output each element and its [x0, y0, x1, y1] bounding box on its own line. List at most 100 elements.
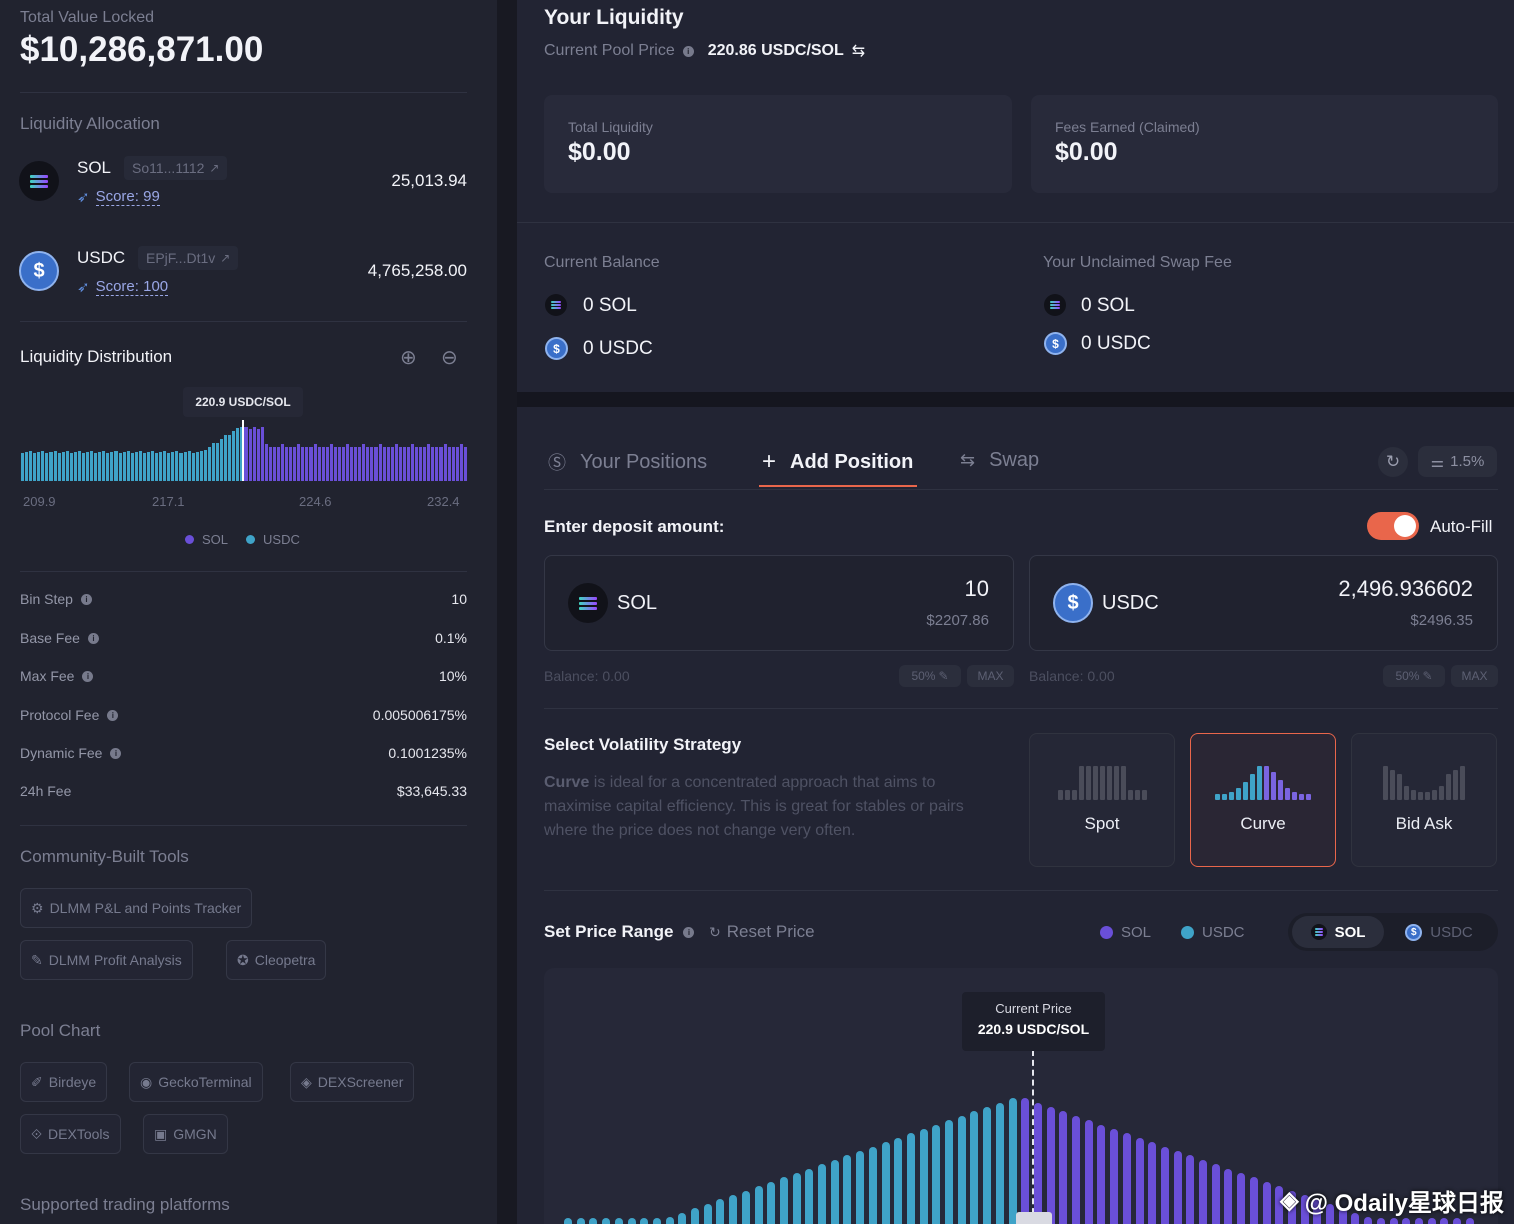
fee-row: 24h Fee $33,645.33: [20, 783, 467, 799]
shape-bar: [1085, 766, 1091, 800]
shape-bar: [1092, 766, 1098, 800]
leaf-icon: ➶: [77, 189, 90, 206]
token-address: So11...1112: [132, 160, 205, 176]
range-bar: [856, 1151, 865, 1224]
range-bar: [1287, 1190, 1296, 1224]
chart-link[interactable]: ◉ GeckoTerminal: [129, 1062, 263, 1102]
fees-earned-value: $0.00: [1055, 138, 1118, 166]
token-address-link[interactable]: EPjF...Dt1v ↗: [138, 246, 239, 270]
toggle-usdc-option[interactable]: $ USDC: [1384, 916, 1494, 948]
info-icon[interactable]: i: [682, 45, 694, 57]
distribution-bar: [415, 447, 419, 481]
tab-your-positions[interactable]: Ⓢ Your Positions: [548, 449, 707, 475]
range-bar: [1427, 1218, 1436, 1224]
shape-bar: [1257, 766, 1262, 800]
toggle-sol-option[interactable]: SOL: [1292, 916, 1384, 948]
range-bar: [843, 1155, 852, 1224]
info-icon[interactable]: i: [107, 709, 119, 721]
distribution-bar: [216, 442, 220, 481]
fee-row: Protocol Fee i 0.005006175%: [20, 707, 467, 723]
range-handle[interactable]: [1016, 1212, 1052, 1224]
usdc-amount-input[interactable]: $ USDC 2,496.936602 $2496.35: [1029, 555, 1498, 651]
input-amount[interactable]: 10: [964, 576, 989, 601]
price-range-chart[interactable]: Current Price 220.9 USDC/SOL: [544, 968, 1498, 1224]
swap-direction-icon[interactable]: ⇆: [851, 43, 866, 60]
half-button[interactable]: 50% ✎: [1383, 665, 1445, 687]
tool-link[interactable]: ✪ Cleopetra: [226, 940, 327, 980]
token-score[interactable]: ➶ Score: 99: [77, 188, 160, 206]
distribution-bar: [45, 453, 49, 481]
tool-link[interactable]: ⚙ DLMM P&L and Points Tracker: [20, 888, 253, 928]
distribution-bar: [41, 451, 45, 481]
distribution-bar: [106, 453, 110, 481]
fee-value: 0.005006175%: [372, 707, 467, 723]
distribution-bar: [203, 450, 207, 481]
max-button[interactable]: MAX: [1451, 665, 1498, 687]
shape-bar: [1215, 794, 1220, 800]
distribution-bar: [61, 452, 65, 481]
strategy-label: Bid Ask: [1395, 814, 1453, 833]
usdc-logo-icon: $: [1044, 332, 1067, 355]
balance-title: Current Balance: [544, 254, 660, 271]
distribution-bar: [155, 453, 159, 481]
info-icon[interactable]: i: [683, 926, 695, 938]
distribution-bar: [313, 444, 317, 481]
reset-label: Reset Price: [726, 922, 815, 941]
range-bar: [1122, 1133, 1131, 1224]
strategy-spot[interactable]: Spot: [1029, 733, 1175, 867]
tool-label: DLMM Profit Analysis: [48, 952, 182, 968]
range-bar: [741, 1190, 750, 1224]
strategy-bid-ask[interactable]: Bid Ask: [1351, 733, 1497, 867]
range-bar: [652, 1218, 661, 1224]
token-score[interactable]: ➶ Score: 100: [77, 278, 169, 296]
chart-link[interactable]: ✐ Birdeye: [20, 1062, 108, 1102]
distribution-bar: [65, 451, 69, 481]
slippage-button[interactable]: ⚌ 1.5%: [1418, 446, 1497, 477]
tab-swap[interactable]: ⇆ Swap: [960, 449, 1039, 472]
range-bar: [1275, 1186, 1284, 1224]
token-address-link[interactable]: So11...1112 ↗: [124, 156, 228, 180]
distribution-bar: [390, 447, 394, 481]
info-icon[interactable]: i: [110, 747, 122, 759]
toggle-label: USDC: [1430, 923, 1473, 941]
fee-row: Base Fee i 0.1%: [20, 630, 467, 646]
info-icon[interactable]: i: [82, 670, 94, 682]
chart-link[interactable]: ◈ DEXScreener: [290, 1062, 415, 1102]
zoom-out-icon[interactable]: ⊖: [441, 347, 458, 369]
unclaimed-usdc: 0 USDC: [1081, 333, 1151, 354]
range-bar: [729, 1195, 738, 1224]
half-button[interactable]: 50% ✎: [899, 665, 961, 687]
distribution-bar: [232, 431, 236, 481]
range-bar: [767, 1181, 776, 1224]
info-icon[interactable]: i: [87, 632, 99, 644]
reset-price-button[interactable]: ↻ Reset Price: [709, 922, 815, 942]
gecko-icon: ◉: [140, 1073, 153, 1090]
range-bar: [589, 1218, 598, 1224]
info-icon[interactable]: i: [80, 593, 92, 605]
max-button[interactable]: MAX: [967, 665, 1014, 687]
usdc-logo-icon: $: [19, 251, 59, 291]
input-amount[interactable]: 2,496.936602: [1338, 576, 1473, 601]
sol-amount-input[interactable]: SOL 10 $2207.86: [544, 555, 1014, 651]
plus-icon: +: [762, 448, 777, 475]
strategy-curve[interactable]: Curve: [1190, 733, 1336, 867]
distribution-bar: [57, 453, 61, 481]
distribution-bar: [146, 452, 150, 481]
tool-link[interactable]: ✎ DLMM Profit Analysis: [20, 940, 193, 980]
chart-link[interactable]: ▣ GMGN: [143, 1114, 228, 1154]
refresh-icon[interactable]: ↻: [1378, 447, 1408, 477]
distribution-bar: [171, 452, 175, 481]
dexscreener-icon: ◈: [301, 1073, 312, 1090]
divider: [20, 825, 467, 826]
range-bar: [1453, 1218, 1461, 1224]
tab-add-position[interactable]: + Add Position: [762, 448, 913, 476]
distribution-bar: [272, 447, 276, 481]
usdc-logo-icon: $: [545, 337, 568, 360]
zoom-in-icon[interactable]: ⊕: [400, 347, 417, 369]
auto-fill-toggle[interactable]: [1367, 512, 1419, 540]
chart-link[interactable]: ⟐ DEXTools: [20, 1114, 121, 1154]
shape-bar: [1099, 766, 1105, 800]
distribution-bar: [321, 447, 325, 481]
range-bar: [576, 1218, 585, 1224]
distribution-bar: [175, 451, 179, 481]
